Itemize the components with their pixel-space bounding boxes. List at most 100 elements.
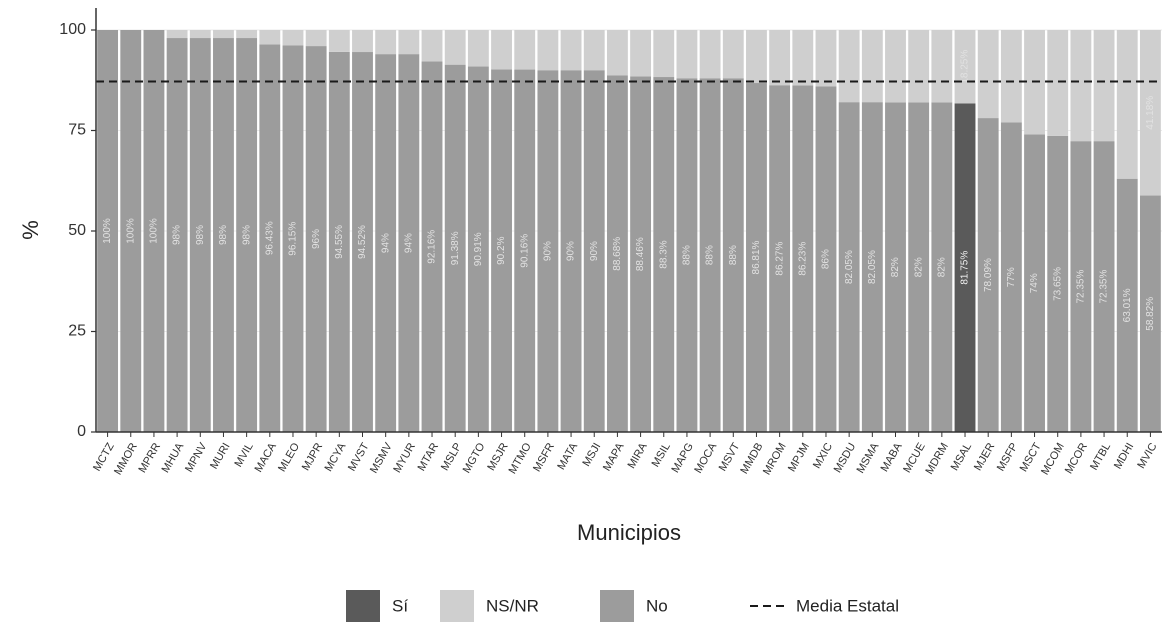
bar-data-label: 82% <box>890 257 901 277</box>
bar-data-label: 72.35% <box>1099 270 1110 304</box>
y-tick-label: 100 <box>59 21 86 38</box>
legend-key-swatch <box>440 590 474 622</box>
bar-data-label: 78.09% <box>983 258 994 292</box>
x-tick-label: MVIC <box>1135 441 1159 471</box>
bar-segment-no <box>1047 135 1069 432</box>
legend-key-swatch <box>346 590 380 622</box>
bar-segment-no <box>560 70 582 432</box>
x-tick-label: MYUR <box>391 441 418 475</box>
bar-data-label: 94% <box>380 233 391 253</box>
x-tick-label: MURI <box>208 441 232 471</box>
bar-segment-no <box>722 78 744 433</box>
bar-segment-no <box>189 38 211 432</box>
bar-segment-nsnr <box>1116 30 1138 179</box>
bar-segment-nsnr <box>537 30 559 71</box>
bar-segment-no <box>305 46 327 432</box>
bar-data-label: 77% <box>1006 267 1017 287</box>
bar-segment-nsnr <box>676 30 698 79</box>
bar-segment-nsnr <box>236 30 258 39</box>
bar-segment-no <box>1093 141 1115 432</box>
x-tick-label: MSJI <box>580 441 603 469</box>
x-tick-label: MSAL <box>949 441 974 473</box>
bar-segment-nsnr <box>421 30 443 62</box>
bar-segment-nsnr <box>491 30 512 70</box>
bar-segment-no <box>746 83 767 432</box>
bar-data-label: 90.2% <box>496 236 507 264</box>
bar-data-label: 88.46% <box>635 237 646 271</box>
bar-data-label: 94.52% <box>357 225 368 259</box>
bar-segment-no <box>908 102 930 433</box>
bar-segment-nsnr <box>467 30 489 67</box>
x-tick-label: MDRM <box>923 441 951 477</box>
bar-segment-no <box>769 85 791 432</box>
bar-segment-no <box>583 70 605 432</box>
bar-segment-no <box>352 52 373 432</box>
bar-data-label: 88% <box>682 245 693 265</box>
x-tick-label: MVIL <box>233 441 256 469</box>
bar-segment-no <box>1139 195 1161 432</box>
x-tick-label: MOCA <box>692 440 719 475</box>
bar-segment-no <box>1116 178 1138 432</box>
bar-segment-no <box>166 38 188 432</box>
bar-segment-nsnr <box>1000 30 1022 123</box>
bar-segment-no <box>143 30 165 432</box>
bar-segment-no <box>398 54 420 433</box>
bar-segment-nsnr <box>375 30 397 55</box>
bar-segment-no <box>514 69 536 433</box>
bar-segment-no <box>676 78 698 433</box>
bar-segment-no <box>815 86 837 432</box>
bar-segment-no <box>931 102 953 433</box>
bar-data-label: 94% <box>403 233 414 253</box>
bar-segment-no <box>977 118 999 433</box>
bar-segment-no <box>467 66 489 432</box>
bar-data-label: 88% <box>705 245 716 265</box>
bar-segment-nsnr <box>792 30 814 86</box>
bar-data-label: 73.65% <box>1052 267 1063 301</box>
bar-segment-no <box>1024 134 1045 432</box>
bar-data-label: 81.75% <box>960 251 971 285</box>
x-tick-label: MCOM <box>1039 441 1067 477</box>
bar-data-label: 91.38% <box>450 231 461 265</box>
bar-data-label: 96.15% <box>288 222 299 256</box>
x-tick-label: MSFR <box>531 441 557 474</box>
x-tick-label: MAPA <box>601 440 627 473</box>
bar-segment-nsnr <box>213 30 234 39</box>
x-tick-label: MPJM <box>786 441 812 474</box>
bar-segment-no <box>630 76 652 432</box>
bar-segment-nsnr <box>259 30 281 45</box>
y-tick-label: 0 <box>77 423 86 440</box>
bar-data-label: 88% <box>728 245 739 265</box>
bar-data-label: 86% <box>821 249 832 269</box>
bar-data-label: 92.16% <box>427 230 438 264</box>
y-tick-label: 25 <box>68 323 86 340</box>
x-tick-label: MDHI <box>1112 441 1136 471</box>
bar-data-label: 82% <box>936 257 947 277</box>
bar-segment-nsnr <box>328 30 350 52</box>
bar-data-label: 90% <box>543 241 554 261</box>
bar-segment-nsnr <box>166 30 188 39</box>
bar-segment-no <box>1000 122 1022 433</box>
bar-segment-nsnr <box>583 30 605 71</box>
bar-data-label: 100% <box>125 218 136 244</box>
bar-data-label: 18.25% <box>960 50 971 84</box>
bar-segment-nsnr <box>444 30 466 65</box>
x-tick-label: MTBL <box>1088 441 1113 472</box>
x-tick-label: MTMO <box>507 441 534 476</box>
x-tick-label: MIRA <box>626 440 650 470</box>
y-tick-label: 75 <box>68 122 86 139</box>
bar-segment-nsnr <box>653 30 675 78</box>
bar-segment-no <box>236 38 258 432</box>
legend-label: NS/NR <box>486 596 539 615</box>
bar-segment-nsnr <box>861 30 883 103</box>
x-tick-label: MMOR <box>112 441 140 477</box>
x-tick-label: MLEO <box>276 441 302 474</box>
bar-segment-nsnr <box>1139 30 1161 196</box>
x-tick-label: MCYA <box>323 440 349 473</box>
x-tick-label: MCOR <box>1063 441 1090 476</box>
bar-data-label: 82% <box>913 257 924 277</box>
bar-segment-nsnr <box>699 30 721 79</box>
bar-data-label: 82.05% <box>844 250 855 284</box>
legend: Sí NS/NR No Media Estatal <box>346 590 899 622</box>
bar-data-label: 90.16% <box>519 234 530 268</box>
